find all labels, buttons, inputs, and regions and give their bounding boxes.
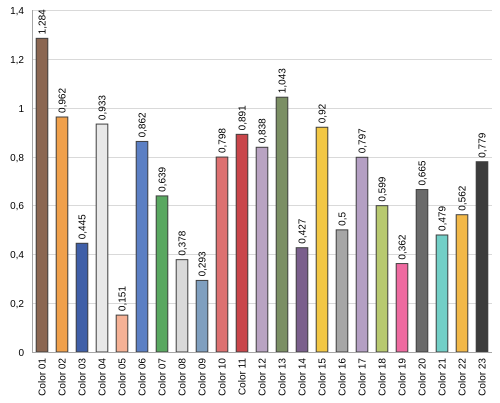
bar-color-09	[195, 279, 209, 353]
data-label: 0,562	[458, 185, 469, 210]
y-tick-label: 0,2	[10, 299, 24, 310]
x-tick-label: Color 13	[278, 358, 289, 396]
y-tick-label: 1	[18, 104, 24, 115]
x-tick-label: Color 20	[418, 358, 429, 396]
x-tick-label: Color 19	[398, 358, 409, 396]
x-tick-label: Color 16	[338, 358, 349, 396]
data-label: 0,665	[418, 160, 429, 185]
y-tick-label: 0,4	[10, 250, 24, 261]
x-tick-label: Color 06	[138, 358, 149, 396]
data-label: 0,639	[158, 166, 169, 191]
x-tick-label: Color 22	[458, 358, 469, 396]
bar-color-10	[215, 156, 229, 353]
data-label: 0,151	[118, 286, 129, 311]
x-tick-label: Color 04	[98, 358, 109, 396]
bar-color-05	[115, 314, 129, 353]
data-label: 0,378	[178, 230, 189, 255]
data-label: 0,798	[218, 128, 229, 153]
x-tick-label: Color 14	[298, 358, 309, 396]
data-label: 0,479	[438, 206, 449, 231]
bar-color-18	[375, 205, 389, 353]
x-tick-label: Color 03	[78, 358, 89, 396]
bar-color-12	[255, 146, 269, 353]
bar-color-03	[75, 242, 89, 353]
x-tick-label: Color 11	[238, 358, 249, 395]
data-label: 0,779	[478, 132, 489, 157]
bar-color-21	[435, 234, 449, 353]
labels: 0 0,2 0,4 0,6 0,8 1 1,2 1,4 1,284 Color 01 0,962 Co…	[10, 6, 488, 396]
data-label: 0,838	[258, 118, 269, 143]
data-label: 1,284	[38, 9, 49, 34]
bar-color-13	[275, 96, 289, 353]
bar-color-01	[35, 37, 49, 353]
bar-color-19	[395, 263, 409, 353]
bar-color-17	[355, 156, 369, 353]
x-tick-label: Color 17	[358, 358, 369, 396]
bar-color-02	[55, 116, 69, 353]
data-label: 0,427	[298, 218, 309, 243]
data-label: 0,445	[78, 214, 89, 239]
y-tick-label: 0,8	[10, 153, 24, 164]
x-tick-label: Color 07	[158, 358, 169, 396]
bar-color-23	[475, 161, 489, 353]
data-label: 0,797	[358, 128, 369, 153]
data-label: 0,599	[378, 176, 389, 201]
x-tick-label: Color 08	[178, 358, 189, 396]
bar-color-07	[155, 195, 169, 353]
x-tick-label: Color 09	[198, 358, 209, 396]
y-tick-label: 1,2	[10, 55, 24, 66]
data-label: 0,962	[58, 88, 69, 113]
x-tick-label: Color 10	[218, 358, 229, 396]
x-tick-label: Color 15	[318, 358, 329, 396]
y-tick-label: 0	[18, 348, 24, 359]
x-tick-label: Color 12	[258, 358, 269, 396]
x-tick-label: Color 01	[38, 358, 49, 396]
x-tick-label: Color 18	[378, 358, 389, 396]
data-label: 0,891	[238, 105, 249, 130]
bar-color-15	[315, 126, 329, 353]
data-label: 0,293	[198, 251, 209, 276]
data-label: 0,933	[98, 95, 109, 120]
data-label: 0,92	[318, 103, 329, 123]
x-tick-label: Color 21	[438, 358, 449, 396]
bar-color-22	[455, 214, 469, 353]
data-label: 0,862	[138, 112, 149, 137]
bars	[35, 37, 489, 353]
data-label: 0,362	[398, 234, 409, 259]
data-label: 1,043	[278, 68, 289, 93]
bar-color-14	[295, 247, 309, 353]
bar-color-04	[95, 123, 109, 353]
bar-color-20	[415, 189, 429, 353]
y-tick-label: 1,4	[10, 6, 24, 17]
x-tick-label: Color 23	[478, 358, 489, 396]
data-label: 0,5	[338, 212, 349, 226]
axes	[32, 10, 492, 353]
bar-color-16	[335, 229, 349, 353]
bar-color-11	[235, 133, 249, 353]
bar-color-06	[135, 140, 149, 353]
y-tick-label: 0,6	[10, 201, 24, 212]
x-tick-label: Color 02	[58, 358, 69, 396]
x-tick-label: Color 05	[118, 358, 129, 396]
bar-color-08	[175, 259, 189, 353]
